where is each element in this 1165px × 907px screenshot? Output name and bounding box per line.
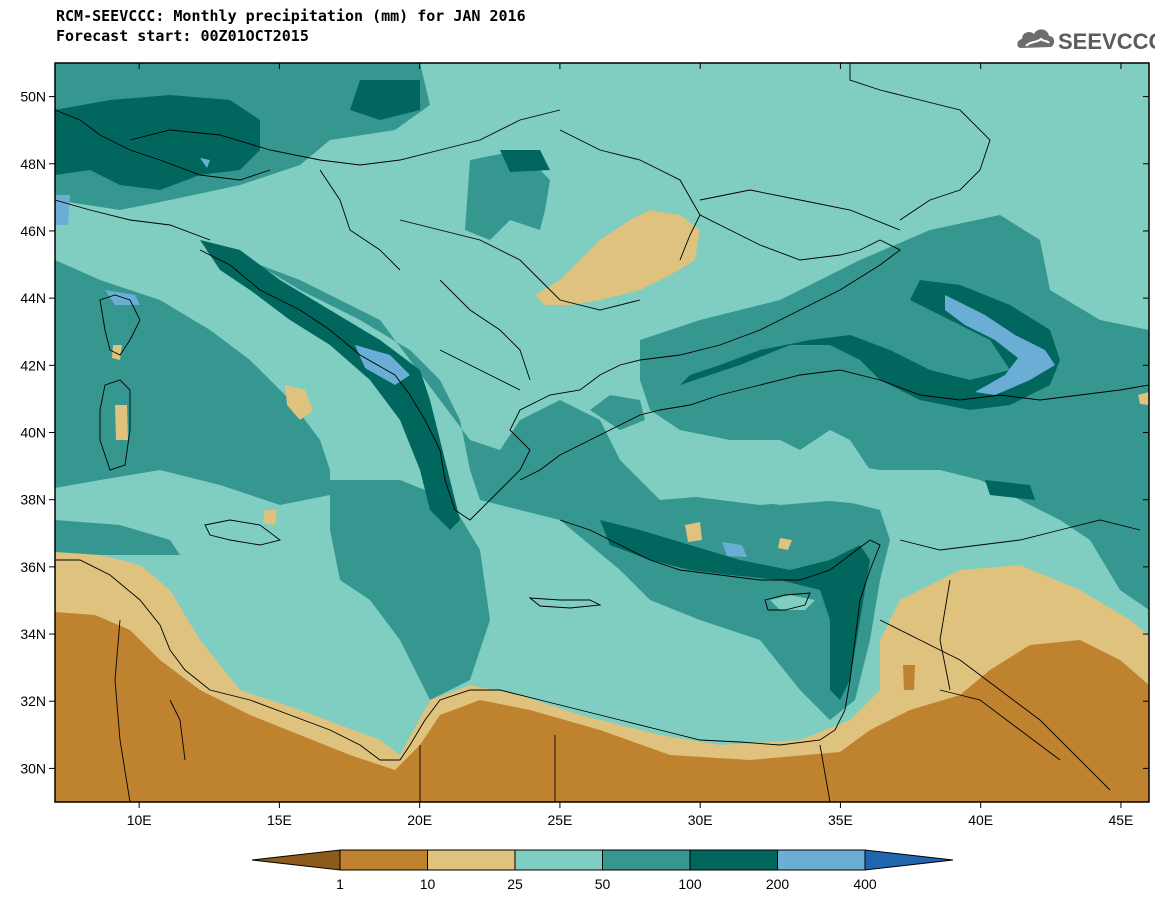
lon-tick-label: 20E — [407, 812, 432, 828]
colorbar-label: 100 — [678, 876, 702, 892]
lat-tick-label: 38N — [20, 492, 46, 508]
lat-tick-label: 36N — [20, 559, 46, 575]
colorbar-label: 1 — [336, 876, 344, 892]
lat-tick-label: 34N — [20, 626, 46, 642]
colorbar-segment — [777, 849, 866, 871]
lat-tick-label: 40N — [20, 425, 46, 441]
lat-tick-label: 50N — [20, 89, 46, 105]
forecast-start-label: Forecast start: 00Z01OCT2015 — [56, 27, 309, 45]
colorbar-segment — [514, 849, 603, 871]
colorbar-segment — [689, 849, 778, 871]
lat-tick-label: 48N — [20, 156, 46, 172]
lon-tick-label: 40E — [968, 812, 993, 828]
logo-text: SEEVCCC — [1058, 29, 1155, 54]
map-title: RCM-SEEVCCC: Monthly precipitation (mm) … — [56, 7, 526, 25]
lon-tick-label: 10E — [127, 812, 152, 828]
lat-tick-label: 42N — [20, 357, 46, 373]
lat-tick-label: 44N — [20, 290, 46, 306]
cloud-icon — [1017, 29, 1055, 48]
seevccc-logo: SEEVCCC — [1015, 22, 1164, 62]
colorbar-label: 200 — [766, 876, 790, 892]
colorbar-segment — [427, 849, 516, 871]
lon-tick-label: 35E — [828, 812, 853, 828]
colorbar-segment — [602, 849, 691, 871]
lon-tick-label: 25E — [547, 812, 572, 828]
coastlines — [55, 63, 1149, 802]
longitude-axis: 10E 15E 20E 25E 30E 35E 40E 45E — [127, 63, 1133, 828]
latitude-axis: 50N 48N 46N 44N 42N 40N 38N 36N 34N 32N 30N — [20, 89, 1149, 776]
colorbar: 1 10 25 50 100 200 400 — [251, 849, 954, 892]
colorbar-high-triangle — [864, 849, 954, 871]
colorbar-label: 10 — [420, 876, 436, 892]
colorbar-low-triangle — [251, 849, 341, 871]
lat-tick-label: 30N — [20, 760, 46, 776]
colorbar-label: 50 — [595, 876, 611, 892]
colorbar-label: 25 — [507, 876, 523, 892]
colorbar-label: 400 — [853, 876, 877, 892]
lat-tick-label: 46N — [20, 223, 46, 239]
lon-tick-label: 45E — [1108, 812, 1133, 828]
colorbar-segment — [339, 849, 428, 871]
lat-tick-label: 32N — [20, 693, 46, 709]
lon-tick-label: 15E — [267, 812, 292, 828]
precipitation-field — [55, 63, 1149, 802]
lon-tick-label: 30E — [688, 812, 713, 828]
